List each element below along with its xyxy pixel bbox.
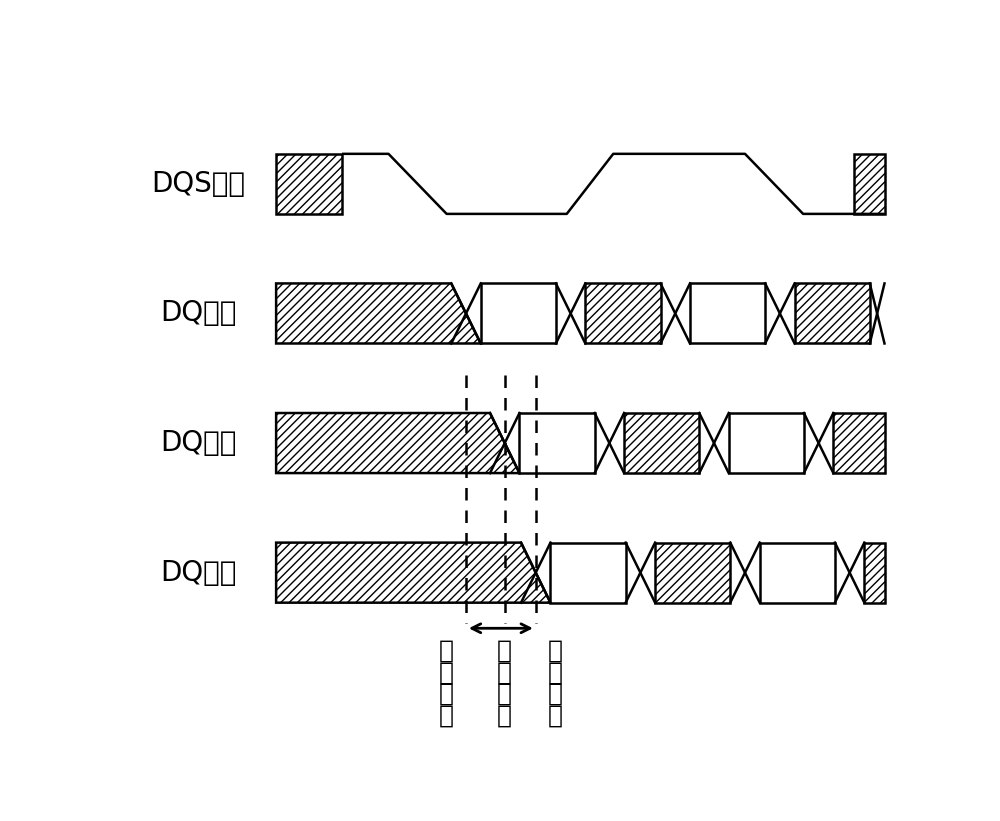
Polygon shape [276, 543, 550, 603]
Polygon shape [760, 543, 835, 603]
Text: 延: 延 [497, 682, 512, 706]
Polygon shape [795, 283, 870, 343]
Polygon shape [276, 283, 481, 343]
Polygon shape [655, 543, 730, 603]
Polygon shape [585, 283, 661, 343]
Text: DQS信号: DQS信号 [152, 170, 246, 198]
Polygon shape [276, 154, 342, 214]
Text: 时: 时 [548, 704, 563, 727]
Text: 最: 最 [548, 639, 563, 663]
Polygon shape [276, 413, 519, 473]
Text: 延: 延 [548, 682, 563, 706]
Text: 最: 最 [497, 639, 512, 663]
Polygon shape [550, 543, 626, 603]
Polygon shape [833, 413, 885, 473]
Text: DQ信号: DQ信号 [160, 300, 237, 328]
Text: 大: 大 [548, 661, 563, 685]
Text: 佳: 佳 [497, 661, 512, 685]
Polygon shape [690, 283, 765, 343]
Polygon shape [481, 283, 556, 343]
Polygon shape [864, 543, 885, 603]
Text: DQ信号: DQ信号 [160, 558, 237, 587]
Polygon shape [624, 413, 699, 473]
Text: 最: 最 [439, 639, 454, 663]
Text: 时: 时 [497, 704, 512, 727]
Text: 时: 时 [439, 704, 454, 727]
Polygon shape [729, 413, 804, 473]
Text: 延: 延 [439, 682, 454, 706]
Polygon shape [854, 154, 885, 214]
Polygon shape [519, 413, 595, 473]
Text: DQ信号: DQ信号 [160, 429, 237, 457]
Text: 小: 小 [439, 661, 454, 685]
